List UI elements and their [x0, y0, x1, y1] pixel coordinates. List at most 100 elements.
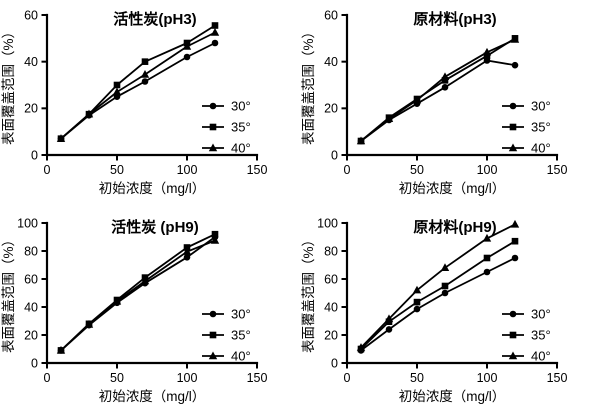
data-point — [510, 35, 520, 43]
legend-label: 35° — [231, 328, 251, 343]
data-point — [384, 314, 394, 323]
y-tick-label: 40 — [324, 300, 338, 314]
data-point — [211, 39, 219, 47]
x-tick-label: 150 — [247, 163, 268, 177]
data-point — [182, 42, 192, 50]
y-tick-label: 0 — [331, 356, 338, 370]
legend-marker — [208, 143, 218, 152]
legend-label: 30° — [531, 307, 551, 322]
legend-label: 35° — [531, 120, 551, 135]
legend-label: 30° — [231, 99, 251, 114]
series-line-40° — [60, 239, 216, 352]
legend-label: 40° — [231, 349, 251, 364]
x-tick-label: 50 — [110, 163, 124, 177]
data-point — [113, 81, 121, 89]
x-axis-label: 初始浓度（mg/l） — [399, 180, 506, 196]
y-tick-label: 0 — [31, 148, 38, 162]
x-tick-label: 0 — [344, 163, 351, 177]
chart-activated-carbon-ph3: 0 50 100 150 0 20 40 60 活性炭(pH3) 初始浓度（mg/l） 表面覆盖范围… — [1, 8, 268, 196]
y-tick-label: 80 — [324, 244, 338, 258]
legend-marker — [209, 102, 217, 110]
data-point — [483, 254, 491, 262]
x-axis-label: 初始浓度（mg/l） — [99, 388, 206, 404]
data-point — [483, 268, 491, 276]
x-tick-label: 100 — [177, 371, 198, 385]
x-tick-label: 0 — [44, 163, 51, 177]
legend-label: 30° — [531, 99, 551, 114]
legend-marker — [508, 143, 518, 152]
data-point — [441, 84, 449, 91]
x-tick-label: 150 — [547, 371, 568, 385]
data-point — [112, 296, 122, 305]
data-point — [140, 276, 150, 285]
data-point — [141, 78, 149, 85]
chart-raw-material-ph3-container: 0 50 100 150 0 20 40 60 原材料(pH3) 初始浓度（mg/l） 表面覆盖范围… — [300, 0, 600, 208]
x-axis-label: 初始浓度（mg/l） — [399, 388, 506, 404]
y-tick-label: 20 — [24, 328, 38, 342]
data-point — [56, 345, 66, 354]
series-line-30° — [60, 236, 216, 352]
x-tick-label: 100 — [477, 371, 498, 385]
data-point — [413, 298, 421, 306]
y-tick-label: 0 — [331, 148, 338, 162]
data-point — [183, 53, 191, 61]
y-tick-label: 20 — [24, 102, 38, 116]
legend: 30° 35° 40° — [502, 307, 551, 364]
chart-title: 原材料(pH3) — [413, 10, 496, 28]
data-point — [385, 326, 393, 333]
data-point — [412, 95, 422, 104]
data-point — [84, 320, 94, 328]
y-tick-label: 80 — [24, 244, 38, 258]
chart-raw-material-ph9-container: 0 50 100 150 0 20 40 60 80 100 原材料(pH9) 初始浓度（mg/l） 表… — [300, 208, 600, 417]
data-point — [511, 237, 519, 245]
data-point — [56, 134, 66, 142]
y-tick-label: 100 — [17, 216, 38, 230]
chart-title: 原材料(pH9) — [413, 218, 496, 236]
data-point — [413, 305, 421, 313]
x-tick-label: 100 — [477, 163, 498, 177]
data-point — [482, 233, 492, 242]
data-point — [441, 289, 449, 297]
data-point — [140, 70, 150, 78]
data-point — [483, 52, 491, 60]
y-tick-label: 100 — [317, 216, 338, 230]
data-point — [482, 47, 492, 56]
legend-label: 40° — [231, 141, 251, 156]
data-point — [211, 230, 219, 238]
legend-marker — [208, 351, 218, 360]
legend: 30° 35° 40° — [202, 99, 251, 156]
series-line-35° — [360, 37, 516, 142]
y-tick-label: 60 — [24, 272, 38, 286]
legend-label: 35° — [231, 120, 251, 135]
data-point — [441, 282, 449, 290]
data-point — [211, 22, 219, 29]
legend-label: 35° — [531, 328, 551, 343]
chart-title: 活性炭(pH3) — [113, 10, 196, 28]
series-line-40° — [60, 31, 216, 140]
data-point — [210, 28, 220, 36]
legend-marker — [509, 310, 517, 318]
legend-marker — [509, 331, 517, 339]
x-tick-label: 150 — [247, 371, 268, 385]
data-point — [440, 72, 450, 81]
legend-label: 30° — [231, 307, 251, 322]
data-point — [182, 247, 192, 255]
y-tick-label: 60 — [324, 8, 338, 22]
data-point — [141, 58, 149, 65]
data-point — [112, 87, 122, 96]
x-tick-label: 50 — [410, 371, 424, 385]
series-line-30° — [360, 59, 516, 142]
x-tick-label: 100 — [177, 163, 198, 177]
data-point — [412, 285, 422, 294]
legend-label: 40° — [531, 141, 551, 156]
series-line-35° — [360, 240, 516, 350]
y-tick-label: 0 — [31, 356, 38, 370]
legend-marker — [209, 331, 217, 339]
data-point — [84, 109, 94, 118]
legend-marker — [209, 310, 217, 318]
chart-title: 活性炭 (pH9) — [111, 218, 199, 236]
x-axis-label: 初始浓度（mg/l） — [99, 180, 206, 196]
chart-activated-carbon-ph9: 0 50 100 150 0 20 40 60 80 100 活性炭 (pH9) 初始浓度（mg/l）… — [1, 216, 268, 404]
data-point — [356, 136, 366, 145]
x-tick-label: 150 — [547, 163, 568, 177]
